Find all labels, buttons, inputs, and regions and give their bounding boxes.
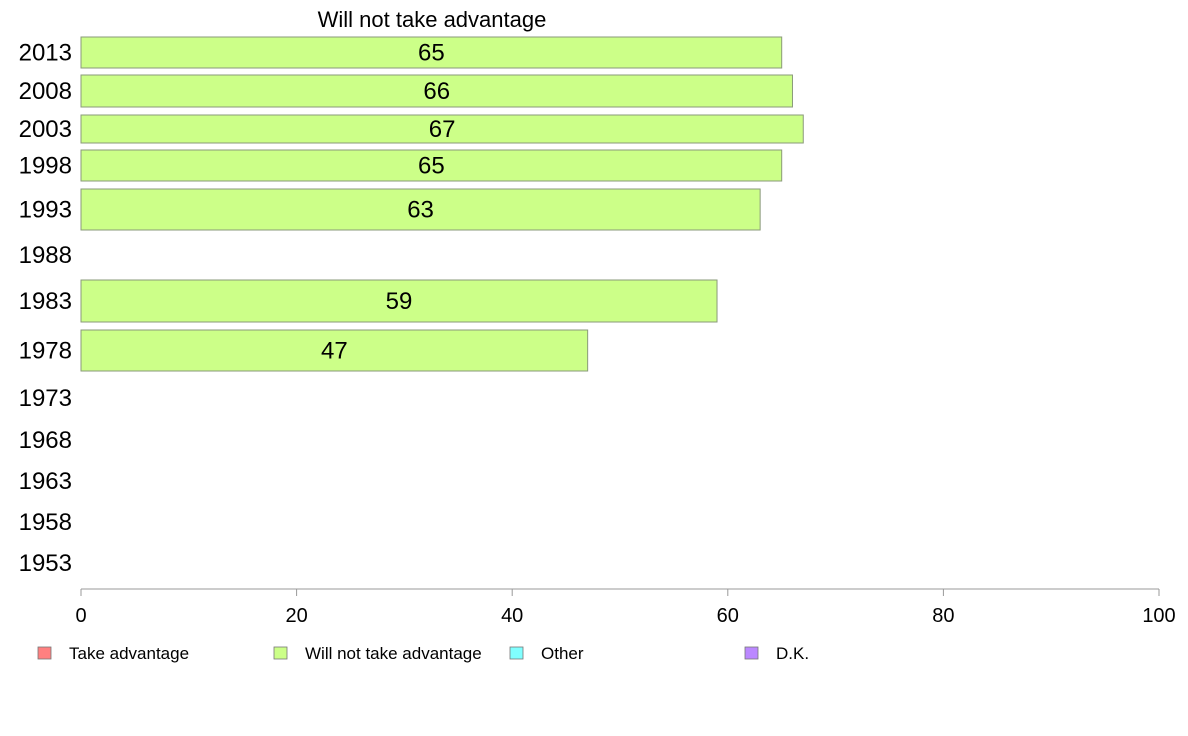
bar: [80, 329, 589, 372]
y-axis-labels: 2013 2008 2003 1998 1993 1988 1983 1978 1973 1968…: [19, 40, 72, 578]
y-tick-label: 1973: [19, 385, 72, 412]
bar: [80, 36, 783, 69]
bar: [80, 74, 793, 108]
x-axis: 0 20 40 60 80 100: [75, 588, 1176, 627]
bar: [80, 188, 761, 231]
legend-swatch: [509, 646, 524, 660]
y-tick-label: 2003: [19, 116, 72, 143]
legend-label: Other: [541, 644, 584, 663]
y-tick-label: 1988: [19, 242, 72, 269]
bar-value-label: 59: [386, 288, 413, 315]
bar-value-label: 47: [321, 338, 348, 365]
bar-value-label: 65: [418, 153, 445, 180]
bar-value-label: 63: [407, 197, 434, 224]
legend-label: Take advantage: [69, 644, 189, 663]
legend: Take advantage Will not take advantage Oth…: [37, 644, 809, 663]
bar-value-label: 66: [423, 78, 450, 105]
bar-value-labels: 65 66 67 65 63 59 47: [321, 40, 456, 365]
chart-title: Will not take advantage: [318, 7, 547, 32]
x-tick-label: 60: [717, 605, 739, 627]
y-tick-label: 2013: [19, 40, 72, 67]
bar: [80, 114, 804, 144]
legend-swatch: [273, 646, 288, 660]
y-tick-label: 1968: [19, 427, 72, 454]
bars: [80, 36, 804, 372]
x-tick-label: 0: [75, 605, 86, 627]
x-tick-label: 20: [285, 605, 307, 627]
bar: [80, 149, 783, 182]
y-tick-label: 1978: [19, 338, 72, 365]
x-tick-label: 80: [932, 605, 954, 627]
legend-swatch: [744, 646, 759, 660]
bar-value-label: 65: [418, 40, 445, 67]
y-tick-label: 1953: [19, 550, 72, 577]
y-tick-label: 1963: [19, 468, 72, 495]
y-tick-label: 1958: [19, 509, 72, 536]
bar-value-label: 67: [429, 116, 456, 143]
y-tick-label: 1998: [19, 153, 72, 180]
y-tick-label: 1983: [19, 288, 72, 315]
y-tick-label: 1993: [19, 197, 72, 224]
x-tick-label: 40: [501, 605, 523, 627]
y-tick-label: 2008: [19, 78, 72, 105]
legend-swatch: [37, 646, 52, 660]
legend-label: Will not take advantage: [305, 644, 482, 663]
legend-label: D.K.: [776, 644, 809, 663]
bar: [80, 279, 718, 323]
x-tick-label: 100: [1142, 605, 1175, 627]
